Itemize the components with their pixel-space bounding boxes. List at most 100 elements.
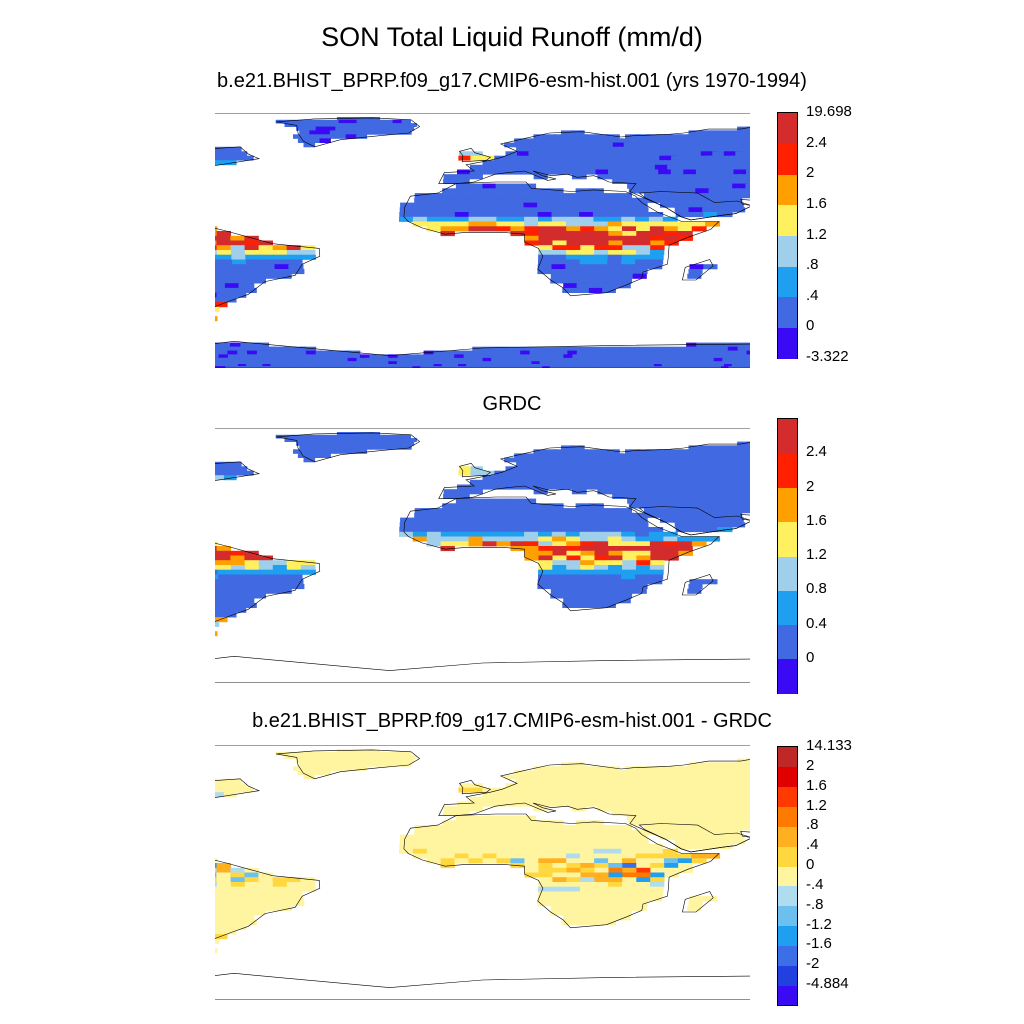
grid-cell: [700, 466, 719, 472]
grid-cell: [634, 774, 651, 780]
grid-cell: [215, 235, 217, 241]
grid-cell: [250, 278, 266, 284]
grid-cell: [728, 146, 748, 152]
grid-cell: [302, 119, 312, 124]
grid-cell: [288, 264, 304, 270]
grid-cell: [591, 142, 606, 148]
grid-cell: [717, 146, 736, 152]
grid-cell: [653, 498, 670, 504]
grid-cell: [496, 197, 511, 203]
grid-cell: [560, 461, 575, 467]
grid-cell: [668, 503, 685, 509]
grid-cell: [746, 758, 750, 763]
grid-cell: [667, 796, 684, 802]
grid-cell: [443, 489, 457, 495]
grid-cell: [579, 579, 594, 585]
grid-cell: [564, 522, 580, 528]
grid-cell: [592, 527, 608, 533]
grid-cell: [537, 584, 552, 590]
grid-cell: [724, 364, 733, 367]
grid-cell: [404, 441, 415, 446]
grid-cell: [455, 183, 470, 189]
grid-cell: [677, 226, 693, 232]
grid-cell: [300, 560, 316, 566]
grid-cell: [215, 541, 218, 547]
grid-cell: [531, 361, 540, 365]
grid-cell: [686, 489, 704, 495]
grid-cell: [293, 755, 304, 759]
grid-cell: [455, 188, 470, 194]
grid-cell: [241, 155, 254, 161]
grid-cell: [474, 364, 483, 367]
grid-cell: [640, 183, 656, 189]
grid-cell: [741, 787, 750, 793]
grid-cell: [458, 466, 472, 472]
grid-cell: [575, 287, 590, 293]
grid-cell: [482, 346, 493, 351]
grid-cell: [538, 259, 553, 265]
grid-cell: [554, 792, 570, 798]
grid-cell: [620, 169, 637, 175]
grid-cell: [556, 479, 571, 485]
grid-cell: [482, 357, 492, 362]
grid-cell: [230, 555, 245, 561]
grid-cell: [675, 160, 693, 166]
grid-cell: [661, 350, 672, 355]
grid-cell: [619, 588, 634, 594]
grid-cell: [340, 762, 351, 767]
grid-cell: [628, 357, 638, 362]
grid-cell: [396, 366, 409, 368]
grid-cell: [300, 565, 316, 571]
grid-cell: [365, 357, 381, 362]
grid-cell: [303, 142, 316, 148]
grid-cell: [400, 202, 415, 208]
grid-cell: [699, 174, 717, 180]
grid-cell: [591, 792, 607, 798]
grid-cell: [244, 565, 260, 571]
grid-cell: [401, 751, 411, 756]
grid-cell: [552, 565, 567, 571]
grid-cell: [682, 503, 698, 509]
grid-cell: [605, 461, 621, 467]
grid-cell: [620, 801, 637, 807]
grid-cell: [731, 364, 740, 367]
grid-cell: [714, 770, 733, 775]
grid-cell: [632, 202, 648, 208]
grid-cell: [356, 119, 366, 124]
grid-cell: [648, 174, 665, 180]
grid-cell: [215, 550, 217, 556]
coastline-antarctica: [215, 655, 750, 683]
grid-cell: [470, 466, 483, 472]
grid-cell: [661, 361, 671, 365]
grid-cell: [215, 470, 218, 476]
grid-cell: [661, 364, 670, 367]
grid-cell: [505, 783, 519, 789]
grid-cell: [701, 517, 717, 523]
grid-cell: [462, 350, 474, 355]
grid-cell: [354, 361, 369, 365]
grid-cell: [350, 366, 364, 368]
grid-cell: [459, 366, 468, 368]
grid-cell: [426, 226, 441, 232]
grid-cell: [428, 508, 443, 514]
colorbar-swatch: [778, 624, 797, 660]
grid-cell: [688, 522, 704, 528]
grid-cell: [745, 453, 750, 458]
grid-cell: [605, 517, 621, 523]
grid-cell: [538, 560, 553, 566]
grid-cell: [595, 169, 611, 175]
grid-cell: [540, 466, 554, 472]
grid-cell: [700, 151, 719, 157]
grid-cell: [610, 174, 626, 180]
grid-cell: [320, 751, 330, 756]
grid-cell: [727, 361, 736, 365]
grid-cell: [414, 193, 429, 199]
grid-cell: [629, 453, 646, 458]
grid-cell: [677, 536, 693, 542]
grid-cell: [689, 264, 704, 270]
grid-cell: [635, 766, 652, 771]
grid-cell: [549, 508, 565, 514]
grid-cell: [247, 350, 266, 355]
grid-cell: [670, 508, 687, 514]
grid-cell: [572, 354, 582, 359]
